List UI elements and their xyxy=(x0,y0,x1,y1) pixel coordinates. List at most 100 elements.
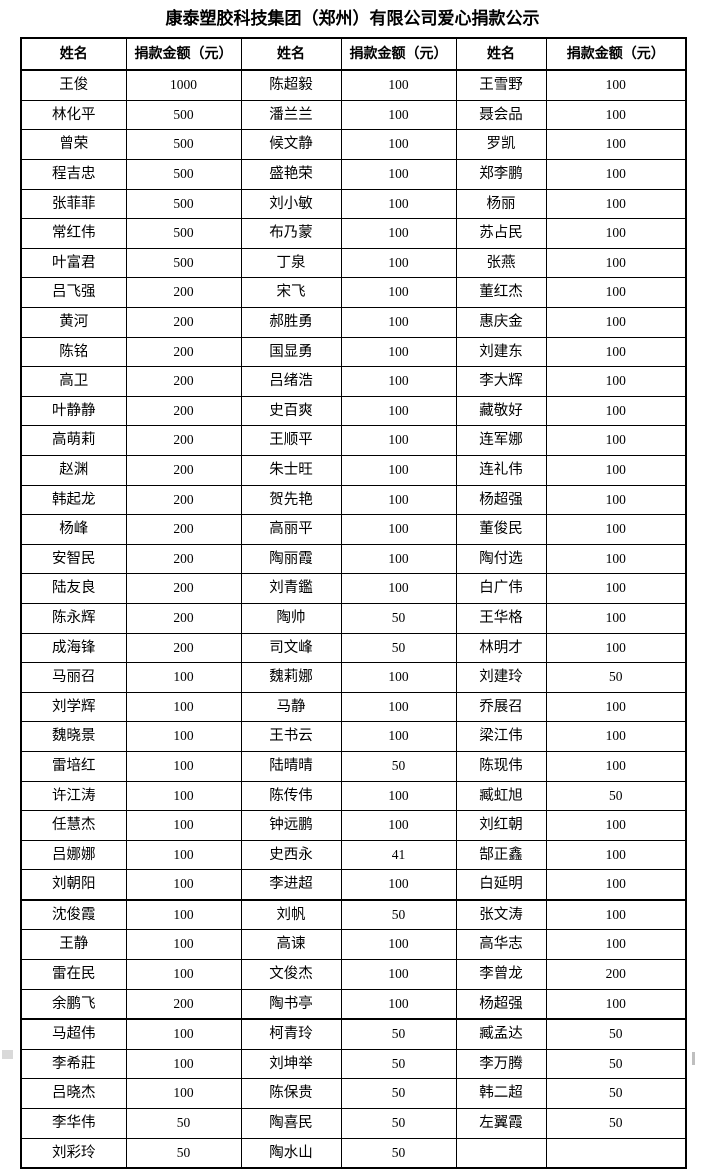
table-row: 叶富君 500 丁泉 100 张燕 100 xyxy=(20,247,687,279)
cell-donor-name: 董红杰 xyxy=(455,277,547,308)
cell-donation-amount: 50 xyxy=(125,1108,242,1139)
cell-donor-name: 史百爽 xyxy=(240,395,342,427)
column-header-1: 姓名 xyxy=(20,37,127,72)
table-row: 林化平 500 潘兰兰 100 聂会品 100 xyxy=(20,99,687,131)
cell-donation-amount: 500 xyxy=(125,99,242,131)
cell-donor-name: 刘建东 xyxy=(455,336,547,368)
cell-donor-name: 雷在民 xyxy=(20,959,127,990)
cell-donor-name: 陶帅 xyxy=(240,602,342,634)
cell-donor-name: 王华格 xyxy=(455,602,547,634)
cell-donation-amount: 500 xyxy=(125,129,242,161)
cell-donation-amount: 100 xyxy=(545,898,687,931)
cell-donation-amount: 100 xyxy=(545,454,687,486)
cell-donation-amount: 100 xyxy=(545,188,687,220)
table-row: 张菲菲 500 刘小敏 100 杨丽 100 xyxy=(20,188,687,220)
cell-donation-amount: 50 xyxy=(340,1018,457,1050)
cell-donation-amount: 200 xyxy=(125,602,242,634)
cell-donor-name: 韩起龙 xyxy=(20,484,127,516)
cell-donation-amount: 50 xyxy=(340,602,457,634)
cell-donor-name xyxy=(455,1137,547,1169)
column-header-5: 姓名 xyxy=(455,37,547,72)
cell-donation-amount: 100 xyxy=(340,425,457,456)
cell-donation-amount: 100 xyxy=(545,929,687,961)
cell-donation-amount: 100 xyxy=(340,159,457,190)
table-row: 刘学辉 100 马静 100 乔展召 100 xyxy=(20,691,687,723)
table-row: 李华伟 50 陶喜民 50 左翼霞 50 xyxy=(20,1108,687,1139)
cell-donor-name: 李万腾 xyxy=(455,1048,547,1080)
cell-donor-name: 杨超强 xyxy=(455,484,547,516)
cell-donor-name: 陶喜民 xyxy=(240,1108,342,1139)
cell-donation-amount: 100 xyxy=(545,247,687,279)
cell-donation-amount: 100 xyxy=(340,69,457,101)
cell-donation-amount: 100 xyxy=(340,247,457,279)
cell-donor-name: 高谏 xyxy=(240,929,342,961)
cell-donation-amount: 50 xyxy=(340,898,457,931)
table-row: 王俊 1000 陈超毅 100 王雪野 100 xyxy=(20,69,687,101)
cell-donor-name: 盛艳荣 xyxy=(240,159,342,190)
page-title: 康泰塑胶科技集团（郑州）有限公司爱心捐款公示 xyxy=(165,9,540,29)
table-row: 高萌莉 200 王顺平 100 连军娜 100 xyxy=(20,425,687,456)
cell-donation-amount: 100 xyxy=(340,959,457,990)
table-row: 刘朝阳 100 李进超 100 白延明 100 xyxy=(20,869,687,901)
table-row: 陈永辉 200 陶帅 50 王华格 100 xyxy=(20,602,687,634)
cell-donor-name: 刘帆 xyxy=(240,898,342,931)
cell-donor-name: 郑李鹏 xyxy=(455,159,547,190)
cell-donation-amount: 100 xyxy=(545,99,687,131)
cell-donor-name: 李曾龙 xyxy=(455,959,547,990)
cell-donor-name: 刘朝阳 xyxy=(20,869,127,901)
cell-donation-amount: 100 xyxy=(545,543,687,575)
cell-donor-name: 连军娜 xyxy=(455,425,547,456)
table-row: 黄河 200 郝胜勇 100 惠庆金 100 xyxy=(20,307,687,338)
cell-donor-name: 陶书亭 xyxy=(240,988,342,1020)
cell-donor-name: 刘建玲 xyxy=(455,662,547,693)
cell-donor-name: 国显勇 xyxy=(240,336,342,368)
cell-donation-amount: 200 xyxy=(125,484,242,516)
cell-donation-amount: 100 xyxy=(545,632,687,664)
cell-donor-name: 陆友良 xyxy=(20,573,127,604)
cell-donation-amount: 100 xyxy=(340,336,457,368)
cell-donor-name: 陈永辉 xyxy=(20,602,127,634)
table-row: 赵渊 200 朱士旺 100 连礼伟 100 xyxy=(20,454,687,486)
cell-donation-amount: 50 xyxy=(340,750,457,782)
cell-donor-name: 候文静 xyxy=(240,129,342,161)
cell-donor-name: 郜正鑫 xyxy=(455,839,547,871)
cell-donation-amount: 500 xyxy=(125,218,242,249)
column-header-3: 姓名 xyxy=(240,37,342,72)
cell-donor-name: 陈铭 xyxy=(20,336,127,368)
cell-donation-amount: 100 xyxy=(125,691,242,723)
cell-donor-name: 梁江伟 xyxy=(455,721,547,752)
table-row: 曾荣 500 候文静 100 罗凯 100 xyxy=(20,129,687,161)
cell-donor-name: 曾荣 xyxy=(20,129,127,161)
cell-donation-amount: 100 xyxy=(340,454,457,486)
donation-table: 姓名 捐款金额（元） 姓名 捐款金额（元） 姓名 捐款金额（元） 王俊 1000 陈超毅 100… xyxy=(20,37,687,1169)
cell-donation-amount: 200 xyxy=(125,366,242,397)
cell-donation-amount: 50 xyxy=(545,1048,687,1080)
cell-donation-amount: 50 xyxy=(340,632,457,664)
cell-donor-name: 程吉忠 xyxy=(20,159,127,190)
cell-donor-name: 魏晓景 xyxy=(20,721,127,752)
cell-donation-amount: 100 xyxy=(545,395,687,427)
cell-donation-amount: 50 xyxy=(545,1018,687,1050)
cell-donor-name: 贺先艳 xyxy=(240,484,342,516)
table-row: 雷在民 100 文俊杰 100 李曾龙 200 xyxy=(20,959,687,990)
page-edge-artifact-left xyxy=(2,1050,13,1059)
table-header-row: 姓名 捐款金额（元） 姓名 捐款金额（元） 姓名 捐款金额（元） xyxy=(20,37,687,72)
cell-donation-amount: 200 xyxy=(125,395,242,427)
cell-donation-amount: 200 xyxy=(125,573,242,604)
cell-donor-name: 刘坤举 xyxy=(240,1048,342,1080)
table-row: 吕晓杰 100 陈保贵 50 韩二超 50 xyxy=(20,1078,687,1110)
cell-donation-amount: 100 xyxy=(125,1078,242,1110)
cell-donation-amount: 100 xyxy=(340,129,457,161)
cell-donor-name: 吕晓杰 xyxy=(20,1078,127,1110)
cell-donation-amount: 100 xyxy=(545,425,687,456)
table-row: 马丽召 100 魏莉娜 100 刘建玲 50 xyxy=(20,662,687,693)
table-row: 刘彩玲 50 陶水山 50 xyxy=(20,1137,687,1169)
table-row: 王静 100 高谏 100 高华志 100 xyxy=(20,929,687,961)
cell-donation-amount: 200 xyxy=(125,336,242,368)
cell-donor-name: 李进超 xyxy=(240,869,342,901)
cell-donation-amount: 100 xyxy=(125,839,242,871)
cell-donation-amount: 50 xyxy=(340,1078,457,1110)
cell-donor-name: 陶水山 xyxy=(240,1137,342,1169)
cell-donation-amount: 100 xyxy=(125,810,242,841)
cell-donation-amount: 100 xyxy=(125,869,242,901)
